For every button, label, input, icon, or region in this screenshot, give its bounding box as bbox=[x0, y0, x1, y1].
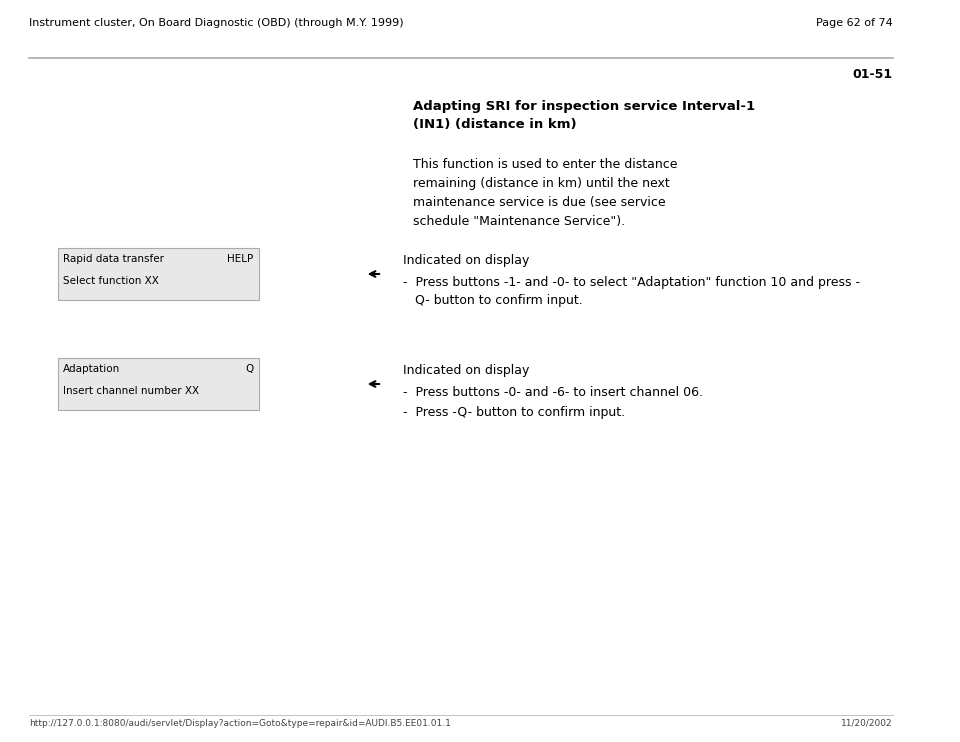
Text: HELP: HELP bbox=[228, 254, 253, 264]
Text: Indicated on display: Indicated on display bbox=[403, 254, 530, 267]
Text: Page 62 of 74: Page 62 of 74 bbox=[816, 18, 893, 28]
FancyBboxPatch shape bbox=[58, 358, 259, 410]
Text: Instrument cluster, On Board Diagnostic (OBD) (through M.Y. 1999): Instrument cluster, On Board Diagnostic … bbox=[29, 18, 403, 28]
Text: Q: Q bbox=[245, 364, 253, 374]
Text: Indicated on display: Indicated on display bbox=[403, 364, 530, 377]
Text: -  Press buttons -1- and -0- to select "Adaptation" function 10 and press -
   Q: - Press buttons -1- and -0- to select "A… bbox=[403, 276, 860, 307]
Text: 01-51: 01-51 bbox=[852, 68, 893, 81]
Text: http://127.0.0.1:8080/audi/servlet/Display?action=Goto&type=repair&id=AUDI.B5.EE: http://127.0.0.1:8080/audi/servlet/Displ… bbox=[29, 719, 450, 728]
Text: Select function XX: Select function XX bbox=[63, 276, 159, 286]
Text: -  Press -Q- button to confirm input.: - Press -Q- button to confirm input. bbox=[403, 406, 625, 419]
Text: Adapting SRI for inspection service Interval-1
(IN1) (distance in km): Adapting SRI for inspection service Inte… bbox=[413, 100, 755, 131]
Text: Adaptation: Adaptation bbox=[63, 364, 121, 374]
Text: -  Press buttons -0- and -6- to insert channel 06.: - Press buttons -0- and -6- to insert ch… bbox=[403, 386, 703, 399]
Text: 11/20/2002: 11/20/2002 bbox=[841, 719, 893, 728]
Text: Rapid data transfer: Rapid data transfer bbox=[63, 254, 164, 264]
Text: This function is used to enter the distance
remaining (distance in km) until the: This function is used to enter the dista… bbox=[413, 158, 677, 228]
FancyBboxPatch shape bbox=[58, 248, 259, 300]
Text: Insert channel number XX: Insert channel number XX bbox=[63, 386, 200, 396]
